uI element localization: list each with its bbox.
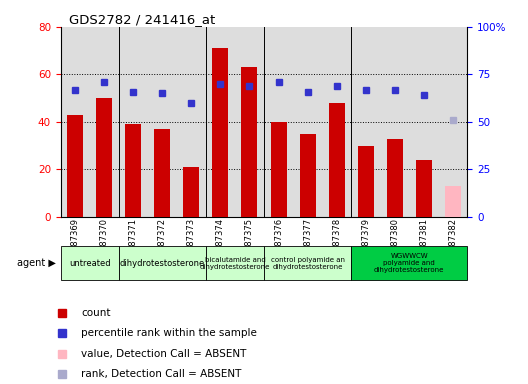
Text: value, Detection Call = ABSENT: value, Detection Call = ABSENT <box>81 349 247 359</box>
Text: agent ▶: agent ▶ <box>16 258 55 268</box>
Text: GDS2782 / 241416_at: GDS2782 / 241416_at <box>69 13 215 26</box>
Bar <box>357 146 374 217</box>
Bar <box>96 98 112 217</box>
Text: control polyamide an
dihydrotestosterone: control polyamide an dihydrotestosterone <box>270 257 345 270</box>
Bar <box>416 160 432 217</box>
Bar <box>386 139 403 217</box>
Text: rank, Detection Call = ABSENT: rank, Detection Call = ABSENT <box>81 369 241 379</box>
Text: count: count <box>81 308 110 318</box>
Bar <box>264 246 351 280</box>
Bar <box>241 67 258 217</box>
Text: bicalutamide and
dihydrotestosterone: bicalutamide and dihydrotestosterone <box>200 257 270 270</box>
Bar <box>67 115 83 217</box>
Bar <box>212 48 229 217</box>
Bar <box>183 167 200 217</box>
Bar <box>351 246 467 280</box>
Text: dihydrotestosterone: dihydrotestosterone <box>120 258 205 268</box>
Bar <box>154 129 171 217</box>
Bar <box>119 246 206 280</box>
Bar <box>299 134 316 217</box>
Text: untreated: untreated <box>69 258 110 268</box>
Bar <box>328 103 345 217</box>
Text: percentile rank within the sample: percentile rank within the sample <box>81 328 257 338</box>
Bar <box>206 246 264 280</box>
Text: WGWWCW
polyamide and
dihydrotestosterone: WGWWCW polyamide and dihydrotestosterone <box>374 253 445 273</box>
Bar <box>125 124 142 217</box>
Bar <box>61 246 119 280</box>
Bar <box>270 122 287 217</box>
Bar <box>445 186 461 217</box>
